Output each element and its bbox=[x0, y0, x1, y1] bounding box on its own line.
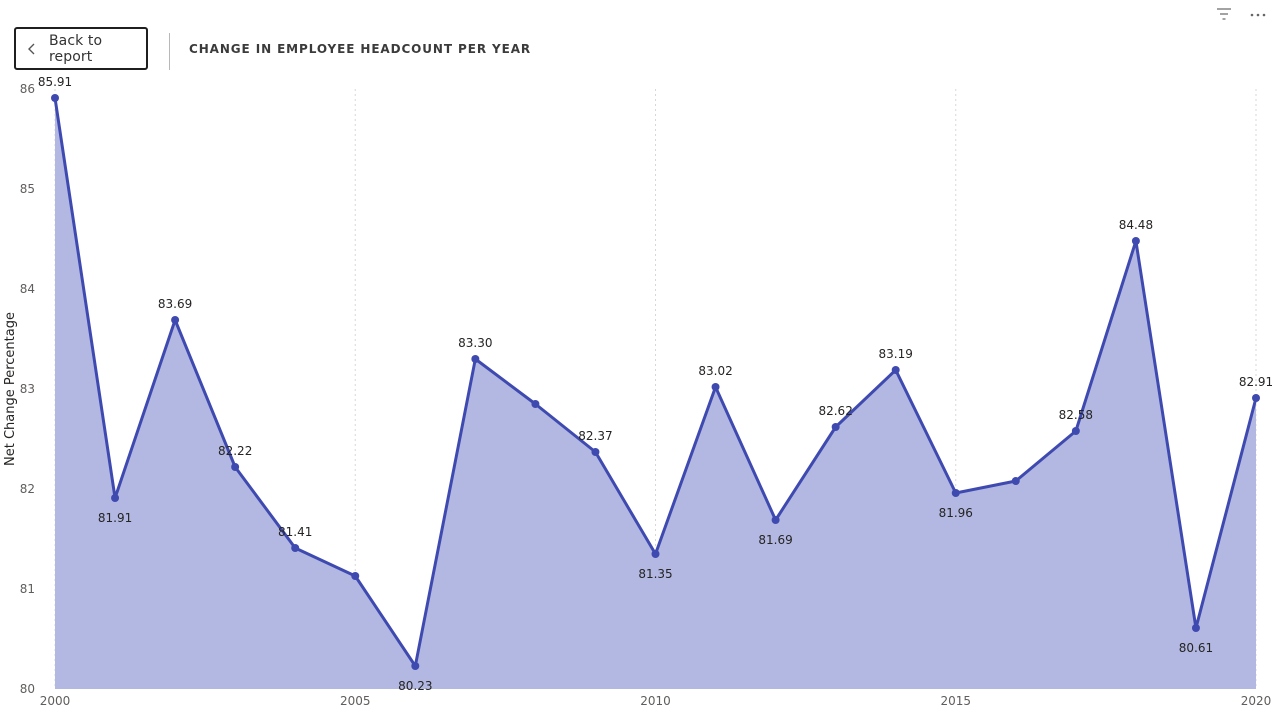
data-label: 83.02 bbox=[698, 364, 732, 378]
chevron-left-icon bbox=[20, 42, 45, 56]
data-point bbox=[1252, 394, 1260, 402]
back-to-report-label: Back to report bbox=[48, 32, 103, 65]
data-point bbox=[831, 423, 840, 431]
data-label: 81.35 bbox=[638, 567, 672, 581]
data-point bbox=[1071, 427, 1080, 435]
data-label: 80.23 bbox=[398, 679, 432, 693]
y-tick-label: 80 bbox=[20, 682, 35, 696]
y-tick-label: 86 bbox=[20, 82, 35, 96]
data-label: 82.58 bbox=[1059, 408, 1093, 422]
y-tick-label: 84 bbox=[20, 282, 35, 296]
data-label: 82.91 bbox=[1239, 375, 1272, 389]
data-label: 83.19 bbox=[879, 347, 913, 361]
data-point bbox=[771, 516, 780, 524]
data-label: 82.22 bbox=[218, 444, 252, 458]
data-point bbox=[111, 494, 120, 502]
data-label: 82.37 bbox=[578, 429, 612, 443]
data-point bbox=[1131, 237, 1140, 245]
data-point bbox=[1191, 624, 1200, 632]
x-tick-label: 2015 bbox=[940, 694, 971, 708]
y-axis-title: Net Change Percentage bbox=[3, 312, 18, 466]
data-point bbox=[171, 316, 180, 324]
data-point bbox=[471, 355, 480, 363]
series-area bbox=[55, 98, 1256, 689]
header-divider bbox=[169, 33, 170, 70]
data-point bbox=[651, 550, 660, 558]
data-label: 80.61 bbox=[1179, 641, 1213, 655]
x-tick-label: 2005 bbox=[340, 694, 371, 708]
data-point bbox=[1011, 477, 1020, 485]
data-point bbox=[411, 662, 420, 670]
x-tick-label: 2010 bbox=[640, 694, 671, 708]
data-point bbox=[591, 448, 600, 456]
data-point bbox=[351, 572, 360, 580]
x-tick-label: 2020 bbox=[1241, 694, 1272, 708]
data-label: 84.48 bbox=[1119, 218, 1153, 232]
data-label: 81.96 bbox=[939, 506, 973, 520]
data-label: 81.41 bbox=[278, 525, 312, 539]
page-title: CHANGE IN EMPLOYEE HEADCOUNT PER YEAR bbox=[189, 42, 532, 56]
data-label: 81.91 bbox=[98, 511, 132, 525]
data-label: 81.69 bbox=[758, 533, 792, 547]
data-point bbox=[291, 544, 300, 552]
data-point bbox=[51, 94, 59, 102]
y-tick-label: 85 bbox=[20, 182, 35, 196]
y-tick-label: 82 bbox=[20, 482, 35, 496]
data-point bbox=[711, 383, 720, 391]
data-point bbox=[531, 400, 540, 408]
y-tick-label: 83 bbox=[20, 382, 35, 396]
data-label: 83.69 bbox=[158, 297, 192, 311]
data-point bbox=[891, 366, 900, 374]
back-to-report-button[interactable]: Back to report bbox=[14, 27, 148, 70]
more-options-icon[interactable] bbox=[1249, 6, 1267, 26]
data-point bbox=[231, 463, 240, 471]
data-label: 83.30 bbox=[458, 336, 492, 350]
data-point bbox=[951, 489, 960, 497]
filter-icon[interactable] bbox=[1215, 6, 1233, 26]
y-tick-label: 81 bbox=[20, 582, 35, 596]
data-label: 82.62 bbox=[818, 404, 852, 418]
data-label: 85.91 bbox=[38, 75, 72, 89]
x-tick-label: 2000 bbox=[40, 694, 71, 708]
